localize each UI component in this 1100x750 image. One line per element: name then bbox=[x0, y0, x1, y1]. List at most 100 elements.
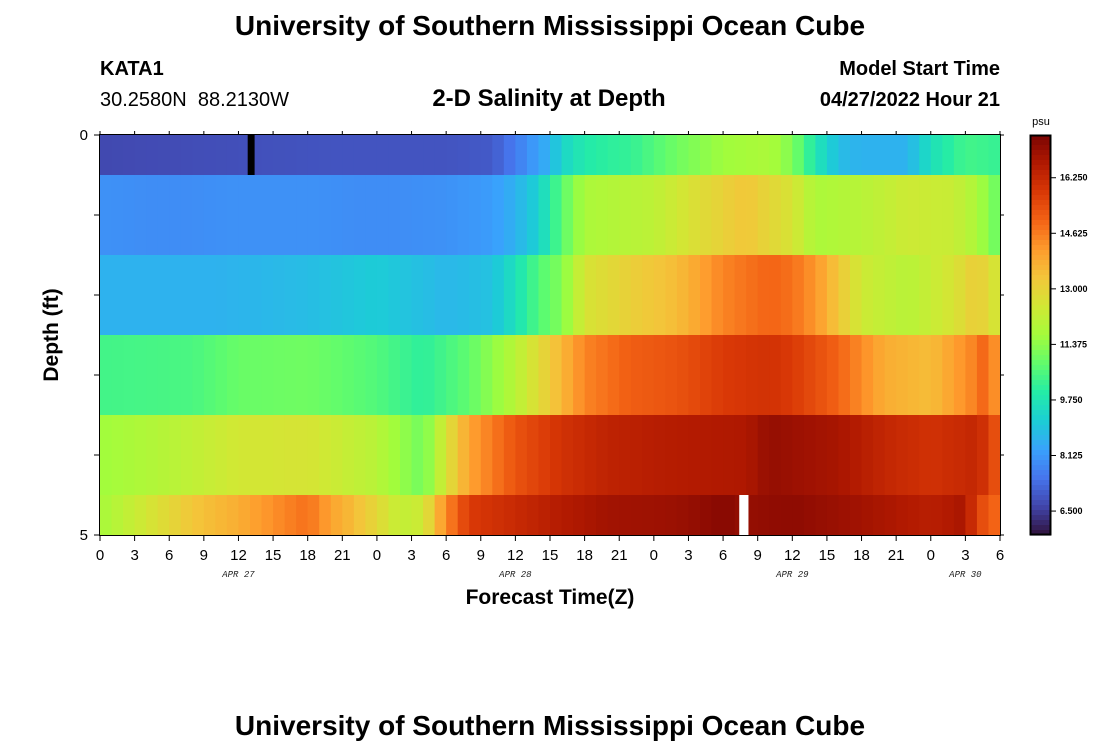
chart-subtitle: 2-D Salinity at Depth bbox=[432, 85, 665, 112]
heatmap-cell-layer5-col5 bbox=[157, 495, 170, 535]
heatmap-cell-layer5-col12 bbox=[238, 495, 251, 535]
heatmap-cell-layer3-col31 bbox=[457, 335, 470, 415]
heatmap-cell-layer0-col41 bbox=[573, 135, 586, 175]
heatmap-cell-layer4-col17 bbox=[296, 415, 309, 495]
heatmap-cell-layer2-col77 bbox=[988, 255, 1001, 335]
heatmap-cell-layer1-col23 bbox=[365, 175, 378, 255]
colorbar-segment bbox=[1030, 210, 1051, 216]
heatmap-cell-layer4-col61 bbox=[803, 415, 816, 495]
colorbar-segment bbox=[1030, 160, 1051, 166]
heatmap-cell-layer1-col41 bbox=[573, 175, 586, 255]
heatmap-cell-layer1-col72 bbox=[930, 175, 943, 255]
heatmap-cell-layer3-col15 bbox=[273, 335, 286, 415]
heatmap-cell-layer5-col30 bbox=[446, 495, 459, 535]
heatmap-cell-layer1-col57 bbox=[757, 175, 770, 255]
x-tick-label: 9 bbox=[200, 547, 208, 564]
heatmap-cell-layer5-col19 bbox=[319, 495, 332, 535]
heatmap-cell-layer4-col40 bbox=[561, 415, 574, 495]
colorbar-segment bbox=[1030, 345, 1051, 351]
heatmap-cell-layer0-col27 bbox=[411, 135, 424, 175]
heatmap-cell-layer1-col6 bbox=[169, 175, 182, 255]
heatmap-cell-layer4-col12 bbox=[238, 415, 251, 495]
heatmap-cell-layer0-col72 bbox=[930, 135, 943, 175]
heatmap-cell-layer1-col34 bbox=[492, 175, 505, 255]
heatmap-cell-layer5-col40 bbox=[561, 495, 574, 535]
heatmap-cell-layer1-col24 bbox=[376, 175, 390, 255]
heatmap-cell-layer4-col6 bbox=[169, 415, 182, 495]
heatmap-cell-layer4-col60 bbox=[792, 415, 805, 495]
heatmap-cell-layer2-col45 bbox=[619, 255, 632, 335]
heatmap-cell-layer2-col12 bbox=[238, 255, 251, 335]
heatmap-cell-layer5-col33 bbox=[480, 495, 493, 535]
colorbar-segment bbox=[1030, 170, 1051, 176]
heatmap-cell-layer3-col27 bbox=[411, 335, 424, 415]
heatmap-cell-layer4-col77 bbox=[988, 415, 1001, 495]
heatmap-cell-layer2-col64 bbox=[838, 255, 851, 335]
heatmap-cell-layer1-col70 bbox=[907, 175, 920, 255]
heatmap-cell-layer0-col7 bbox=[180, 135, 193, 175]
heatmap-cell-layer4-col71 bbox=[919, 415, 932, 495]
colorbar-segment bbox=[1030, 425, 1051, 431]
heatmap-cell-layer1-col46 bbox=[630, 175, 643, 255]
heatmap-cell-layer1-col74 bbox=[953, 175, 966, 255]
heatmap-cell-layer5-col50 bbox=[676, 495, 690, 535]
heatmap-cell-layer0-col67 bbox=[873, 135, 886, 175]
colorbar-segment bbox=[1030, 340, 1051, 346]
heatmap-cell-layer2-col58 bbox=[769, 255, 782, 335]
heatmap-cell-layer4-col41 bbox=[573, 415, 586, 495]
heatmap-cell-layer1-col63 bbox=[826, 175, 840, 255]
heatmap-cells bbox=[100, 135, 1001, 535]
heatmap-cell-layer5-col27 bbox=[411, 495, 424, 535]
heatmap-cell-layer3-col53 bbox=[711, 335, 724, 415]
heatmap-cell-layer4-col34 bbox=[492, 415, 505, 495]
station-name: KATA1 bbox=[100, 58, 164, 80]
colorbar-segment bbox=[1030, 320, 1051, 326]
heatmap-cell-layer3-col44 bbox=[607, 335, 620, 415]
heatmap-cell-layer2-col73 bbox=[942, 255, 955, 335]
x-tick-label: 3 bbox=[684, 547, 692, 564]
heatmap-cell-layer4-col30 bbox=[446, 415, 459, 495]
heatmap-cell-layer3-col30 bbox=[446, 335, 459, 415]
heatmap-cell-layer5-col43 bbox=[596, 495, 609, 535]
heatmap-cell-layer0-col2 bbox=[123, 135, 136, 175]
heatmap-cell-layer0-col32 bbox=[469, 135, 482, 175]
heatmap-cell-layer1-col50 bbox=[676, 175, 690, 255]
colorbar-segment bbox=[1030, 360, 1051, 366]
colorbar-segment bbox=[1030, 250, 1051, 256]
colorbar-segment bbox=[1030, 190, 1051, 196]
heatmap-cell-layer0-col1 bbox=[111, 135, 124, 175]
heatmap-cell-layer0-col46 bbox=[630, 135, 643, 175]
heatmap-cell-layer2-col42 bbox=[584, 255, 597, 335]
heatmap-cell-layer3-col8 bbox=[192, 335, 205, 415]
colorbar-segment bbox=[1030, 510, 1051, 516]
colorbar-segment bbox=[1030, 200, 1051, 206]
heatmap-cell-layer4-col53 bbox=[711, 415, 724, 495]
colorbar-segment bbox=[1030, 315, 1051, 321]
heatmap-cell-layer5-col58 bbox=[769, 495, 782, 535]
heatmap-cell-layer3-col41 bbox=[573, 335, 586, 415]
x-axis-ticks: 0 3 6 9 12 15 18 21 0 3 6 9 12 15 18 21 0 3 6 9 12 15 18 21 0 3 6 bbox=[96, 131, 1004, 564]
heatmap-cell-layer3-col13 bbox=[250, 335, 263, 415]
heatmap-cell-layer1-col35 bbox=[503, 175, 516, 255]
heatmap-cell-layer5-col56 bbox=[746, 495, 759, 535]
heatmap-cell-layer3-col9 bbox=[203, 335, 216, 415]
heatmap-cell-layer3-col2 bbox=[123, 335, 136, 415]
colorbar-segment bbox=[1030, 375, 1051, 381]
heatmap-cell-layer2-col11 bbox=[226, 255, 240, 335]
heatmap-cell-layer0-col15 bbox=[273, 135, 286, 175]
heatmap-cell-layer1-col37 bbox=[526, 175, 540, 255]
colorbar-tick-label: 16.250 bbox=[1060, 173, 1088, 183]
colorbar-segment bbox=[1030, 465, 1051, 471]
colorbar-segment bbox=[1030, 295, 1051, 301]
heatmap-cell-layer2-col22 bbox=[353, 255, 366, 335]
heatmap-cell-layer1-col38 bbox=[538, 175, 551, 255]
colorbar-segment bbox=[1030, 485, 1051, 491]
colorbar-tick-label: 8.125 bbox=[1060, 451, 1083, 461]
heatmap-cell-layer5-col3 bbox=[134, 495, 147, 535]
heatmap-cell-layer0-col10 bbox=[215, 135, 228, 175]
station-coordinates: 30.2580N 88.2130W bbox=[100, 89, 289, 111]
colorbar-segment bbox=[1030, 310, 1051, 316]
heatmap-cell-layer0-col24 bbox=[376, 135, 390, 175]
heatmap-cell-layer1-col12 bbox=[238, 175, 251, 255]
